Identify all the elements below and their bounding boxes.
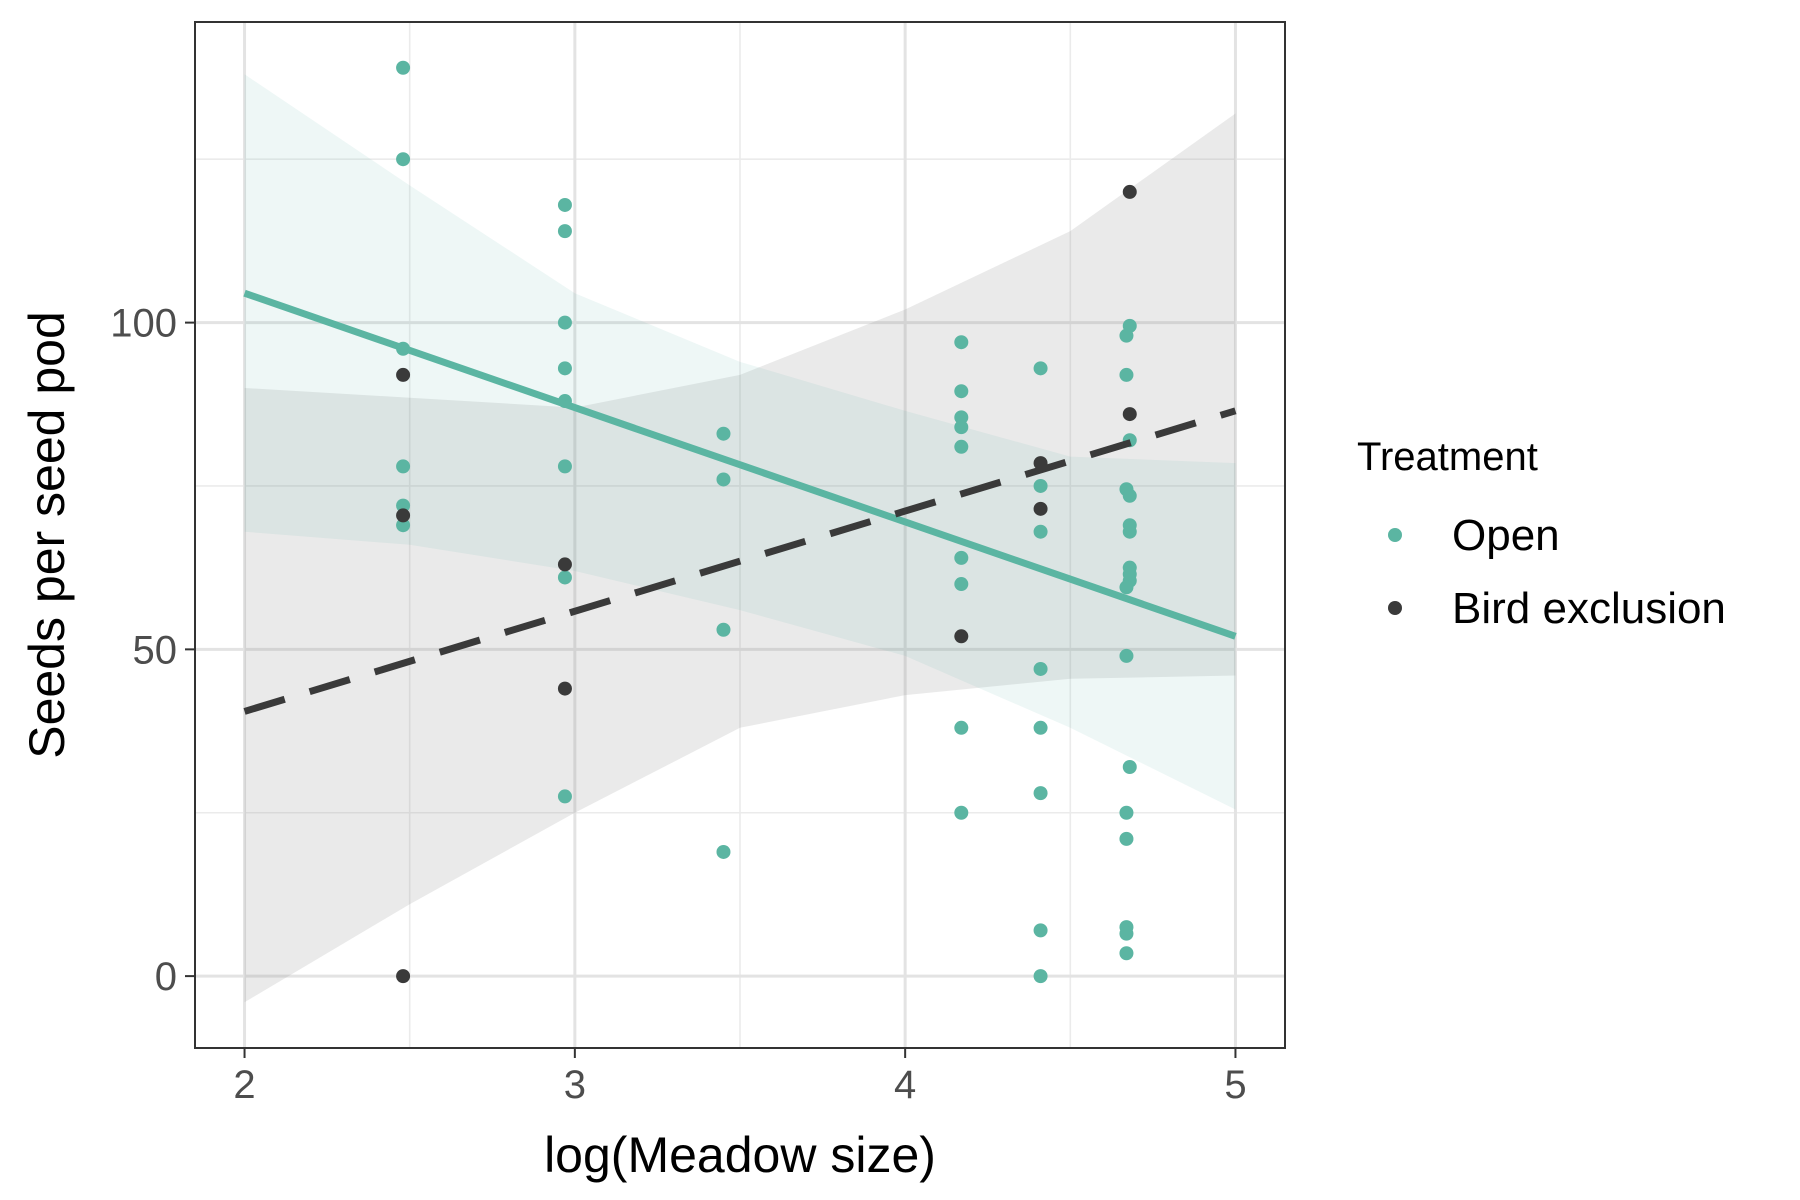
x-tick-label: 2 [233,1063,255,1107]
data-point-open [1033,478,1048,493]
plot-panel [194,21,1286,1049]
data-point-bird-exclusion [396,969,411,984]
x-tick-label: 3 [564,1063,586,1107]
data-point-open [1119,946,1134,961]
data-point-open [1033,361,1048,376]
data-point-open [954,410,969,425]
x-axis-title: log(Meadow size) [544,1127,936,1183]
data-point-open [396,498,411,513]
legend-label-open: Open [1452,511,1560,560]
confidence-band-bird-exclusion [244,113,1236,1003]
data-point-open [557,197,572,212]
data-point-open [557,459,572,474]
data-point-open [1033,524,1048,539]
data-point-open [1122,488,1137,503]
fit-line-open [243,289,1237,640]
data-point-open [1033,720,1048,735]
data-point-open [557,789,572,804]
legend-key-open [1388,528,1402,542]
fit-line-bird-exclusion [243,407,1237,715]
legend: Treatment Open Bird exclusion [1357,435,1726,633]
legend-key-bird-exclusion [1388,601,1402,615]
data-point-open [954,439,969,454]
data-point-open [716,844,731,859]
data-point-open [1122,524,1137,539]
data-point-open [1033,923,1048,938]
data-point-open [1119,805,1134,820]
data-point-open [557,361,572,376]
data-point-bird-exclusion [557,681,572,696]
data-point-open [1122,759,1137,774]
data-point-bird-exclusion [557,557,572,572]
data-point-bird-exclusion [954,629,969,644]
confidence-band-open [244,74,1236,810]
data-point-open [716,426,731,441]
data-point-open [1033,786,1048,801]
data-point-open [396,518,411,533]
data-point-bird-exclusion [396,367,411,382]
y-tick-label: 0 [155,955,177,999]
y-tick-label: 50 [133,628,178,672]
legend-title: Treatment [1357,435,1538,479]
data-point-open [1119,367,1134,382]
data-point-open [557,315,572,330]
data-point-open [1033,661,1048,676]
data-point-open [1033,969,1048,984]
data-point-open [954,550,969,565]
data-point-open [1119,648,1134,663]
legend-label-bird-exclusion: Bird exclusion [1452,584,1726,633]
data-point-open [396,152,411,167]
data-point-bird-exclusion [396,508,411,523]
data-point-open [716,472,731,487]
data-point-open [954,384,969,399]
data-point-bird-exclusion [1033,501,1048,516]
data-point-open [396,60,411,75]
data-point-open [557,224,572,239]
x-tick-label: 5 [1224,1063,1246,1107]
data-point-bird-exclusion [1122,407,1137,422]
data-point-open [396,459,411,474]
data-point-open [716,622,731,637]
data-point-open [954,335,969,350]
x-tick-label: 4 [894,1063,916,1107]
data-point-open [954,805,969,820]
y-axis-title: Seeds per seed pod [19,311,75,759]
y-tick-label: 100 [110,302,177,346]
data-point-open [954,577,969,592]
data-point-open [557,570,572,585]
data-point-open [1122,318,1137,333]
data-point-open [1119,926,1134,941]
data-point-open [1119,580,1134,595]
panel-border [194,21,1286,1049]
data-point-open [1119,831,1134,846]
data-point-open [954,720,969,735]
data-point-bird-exclusion [1122,184,1137,199]
data-point-open [954,420,969,435]
